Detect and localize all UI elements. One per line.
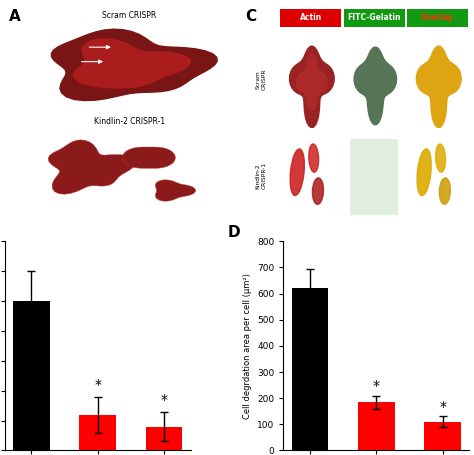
Text: Actin: Actin xyxy=(300,13,322,22)
Text: *: * xyxy=(160,393,167,407)
Text: Kindlin-2
CRISPR-1: Kindlin-2 CRISPR-1 xyxy=(255,162,266,189)
Text: Kindlin-2 CRISPR-1: Kindlin-2 CRISPR-1 xyxy=(94,116,165,126)
Text: *: * xyxy=(94,378,101,392)
Bar xyxy=(344,9,404,26)
Y-axis label: Cell degrdation area per cell (μm²): Cell degrdation area per cell (μm²) xyxy=(243,273,252,419)
Bar xyxy=(358,402,394,450)
Text: Scram
CRISPR: Scram CRISPR xyxy=(255,68,266,90)
Bar xyxy=(280,9,341,26)
Text: *: * xyxy=(373,379,380,394)
Bar xyxy=(80,415,116,450)
Bar xyxy=(424,422,461,450)
Bar xyxy=(292,288,328,450)
Bar xyxy=(407,9,468,26)
Bar xyxy=(146,426,182,450)
Text: D: D xyxy=(228,225,240,240)
Text: Overlay: Overlay xyxy=(421,13,454,22)
Text: C: C xyxy=(245,9,256,24)
Text: Scram CRISPR: Scram CRISPR xyxy=(102,11,156,20)
Text: A: A xyxy=(9,9,21,24)
Text: FITC-Gelatin: FITC-Gelatin xyxy=(347,13,401,22)
Bar xyxy=(13,301,50,450)
Text: *: * xyxy=(439,400,446,415)
